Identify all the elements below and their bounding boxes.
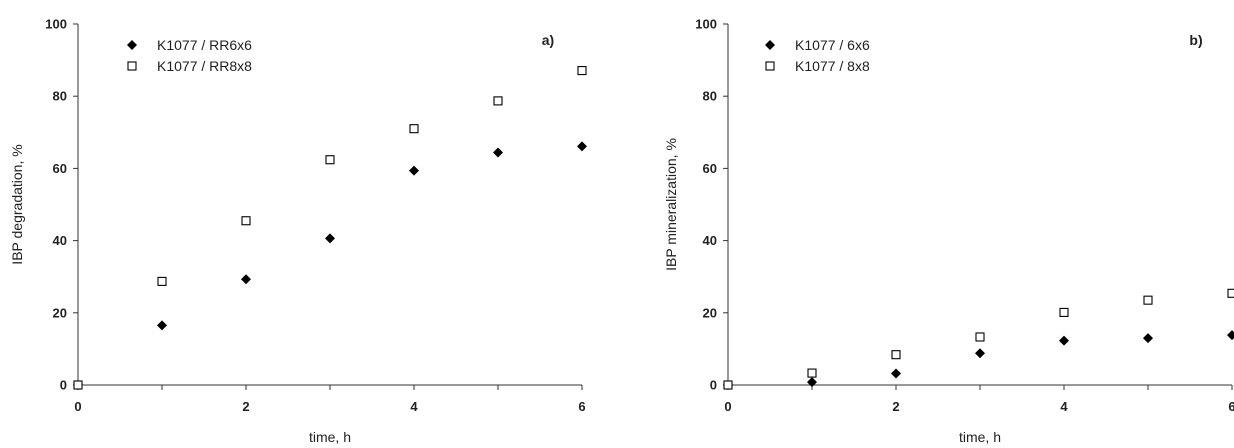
panel-label: b) bbox=[1189, 32, 1202, 48]
data-point bbox=[493, 147, 503, 158]
data-point bbox=[1059, 335, 1069, 346]
y-tick-label: 80 bbox=[53, 89, 67, 104]
chart-panel-a: 0 20 40 60 80 100 0 2 4 6 time, h IBP degradation, … bbox=[9, 17, 587, 445]
y-tick-label: 0 bbox=[60, 378, 67, 393]
x-tick-label: 2 bbox=[242, 399, 249, 414]
data-point bbox=[157, 276, 167, 286]
data-point bbox=[577, 66, 587, 76]
data-point bbox=[1143, 295, 1153, 305]
data-point bbox=[1059, 307, 1069, 317]
y-tick-label: 20 bbox=[53, 305, 67, 320]
data-point bbox=[409, 124, 419, 134]
data-point bbox=[73, 380, 83, 390]
y-axis-label: IBP degradation, % bbox=[9, 144, 25, 264]
series-square bbox=[73, 66, 587, 390]
x-tick-label: 6 bbox=[1228, 399, 1234, 414]
y-tick-label: 80 bbox=[703, 89, 717, 104]
data-point bbox=[241, 274, 251, 285]
data-point bbox=[891, 350, 901, 360]
x-tick-label: 0 bbox=[74, 399, 81, 414]
y-tick-label: 100 bbox=[45, 17, 67, 32]
x-tick-label: 2 bbox=[892, 399, 899, 414]
data-point bbox=[807, 377, 817, 388]
data-point bbox=[577, 141, 587, 152]
data-point bbox=[493, 96, 503, 106]
legend-marker bbox=[127, 40, 137, 50]
data-point bbox=[241, 216, 251, 226]
x-axis-label: time, h bbox=[959, 429, 1001, 445]
data-point bbox=[723, 380, 733, 390]
data-point bbox=[975, 332, 985, 342]
data-point bbox=[1227, 330, 1234, 341]
y-axis-label: IBP mineralization, % bbox=[663, 138, 679, 271]
legend-marker bbox=[765, 40, 775, 50]
x-tick-label: 4 bbox=[410, 399, 418, 414]
data-point bbox=[157, 320, 167, 331]
data-point bbox=[325, 233, 335, 244]
x-tick-label: 6 bbox=[578, 399, 585, 414]
legend: K1077 / RR6x6 K1077 / RR8x8 bbox=[127, 37, 252, 74]
data-point bbox=[325, 155, 335, 165]
data-point bbox=[975, 348, 985, 359]
y-tick-label: 20 bbox=[703, 305, 717, 320]
panel-label: a) bbox=[542, 32, 554, 48]
y-tick-label: 40 bbox=[703, 233, 717, 248]
legend-marker bbox=[127, 61, 137, 71]
legend-entry: K1077 / RR6x6 bbox=[157, 37, 252, 53]
legend-marker bbox=[765, 61, 775, 71]
data-point bbox=[1143, 333, 1153, 344]
y-tick-label: 40 bbox=[53, 233, 67, 248]
y-tick-label: 0 bbox=[710, 378, 717, 393]
data-point bbox=[1227, 288, 1234, 298]
legend-entry: K1077 / 6x6 bbox=[795, 37, 870, 53]
legend: K1077 / 6x6 K1077 / 8x8 bbox=[765, 37, 870, 74]
series-diamond bbox=[73, 141, 587, 390]
legend-entry: K1077 / 8x8 bbox=[795, 58, 870, 74]
y-tick-label: 60 bbox=[53, 161, 67, 176]
x-axis-label: time, h bbox=[309, 429, 351, 445]
y-tick-label: 100 bbox=[695, 17, 717, 32]
data-point bbox=[891, 368, 901, 379]
x-tick-label: 0 bbox=[724, 399, 731, 414]
chart-panel-b: 0 20 40 60 80 100 0 2 4 6 time, h IBP mineralizatio… bbox=[663, 17, 1234, 445]
y-tick-label: 60 bbox=[703, 161, 717, 176]
x-tick-label: 4 bbox=[1060, 399, 1068, 414]
data-point bbox=[409, 165, 419, 176]
legend-entry: K1077 / RR8x8 bbox=[157, 58, 252, 74]
data-point bbox=[807, 368, 817, 378]
series-square bbox=[723, 288, 1234, 390]
